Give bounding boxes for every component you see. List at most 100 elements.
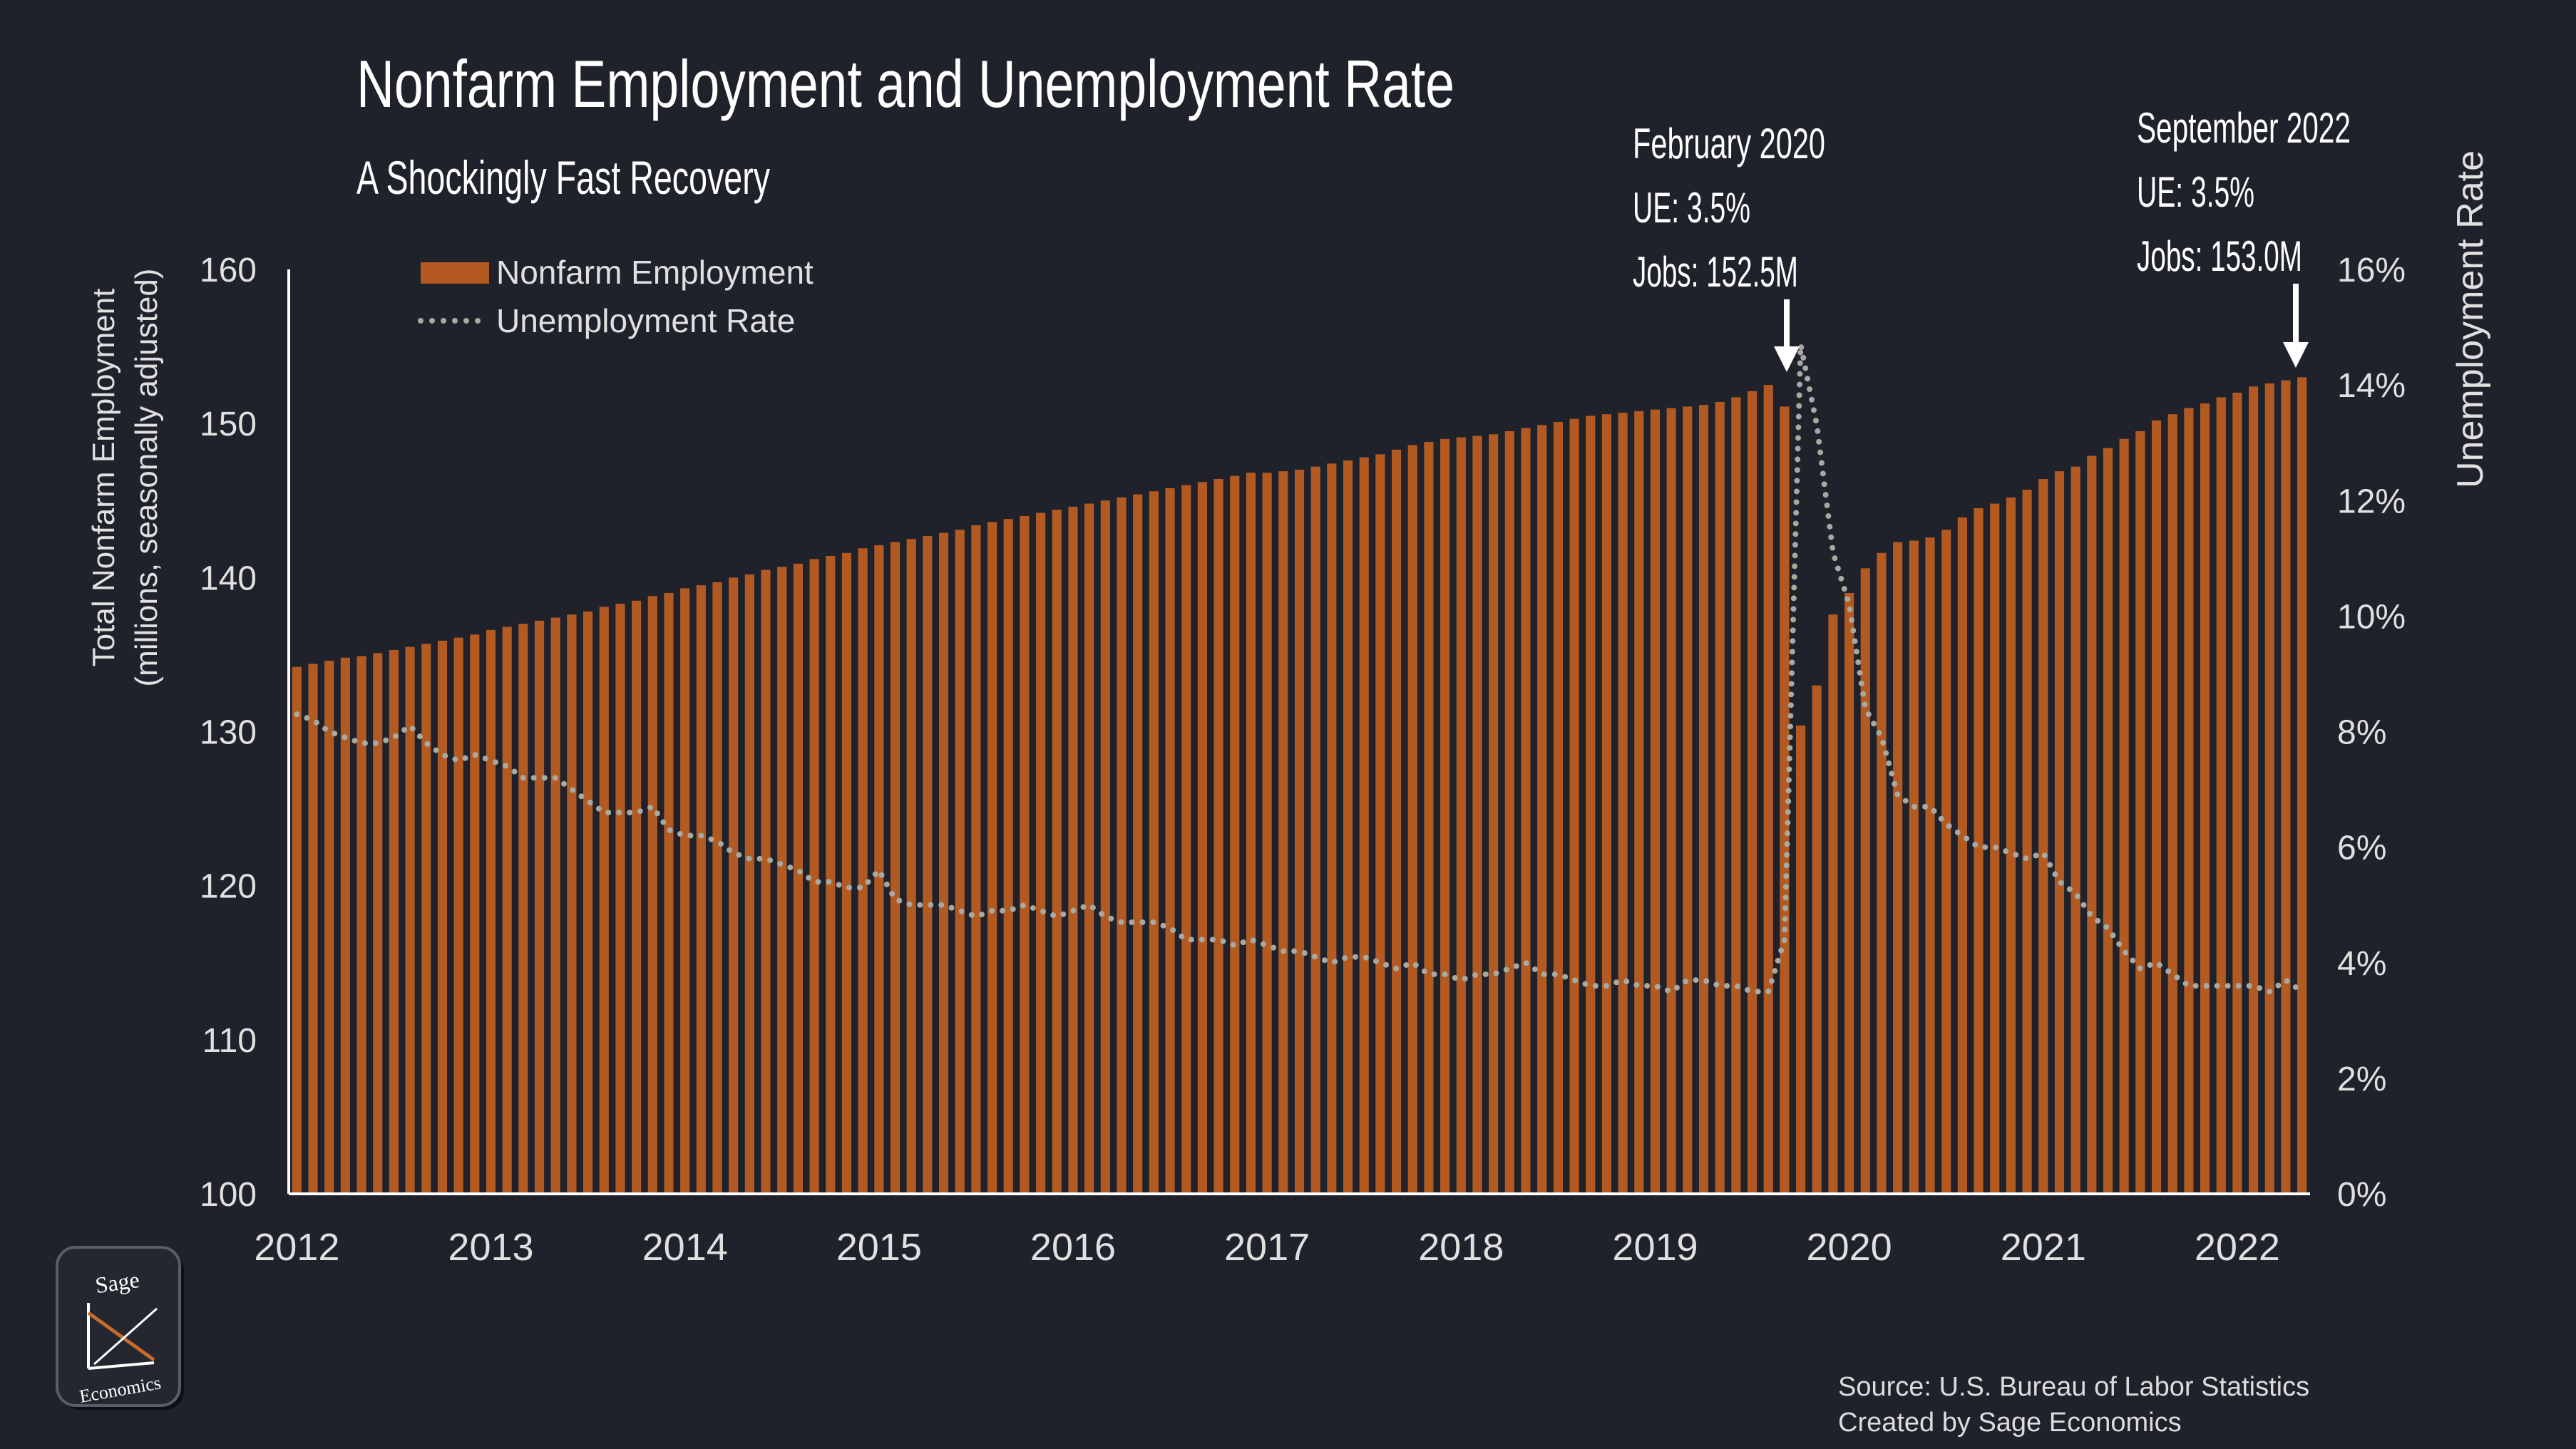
bar: [518, 624, 528, 1194]
bar: [2119, 438, 2129, 1194]
y-tick-right-label: 6%: [2337, 830, 2386, 867]
bar: [1634, 411, 1644, 1194]
annotations: February 2020 UE: 3.5% Jobs: 152.5M Sept…: [1633, 104, 2351, 372]
bar: [1310, 466, 1320, 1194]
y-ticks-right: 0% 2% 4% 6% 8% 10% 12% 14% 16%: [2337, 252, 2406, 1214]
bar: [1553, 422, 1563, 1194]
bar: [1812, 685, 1822, 1194]
bar: [1860, 568, 1870, 1194]
x-tick-label: 2017: [1224, 1226, 1310, 1269]
bar: [2054, 471, 2065, 1194]
bar: [1666, 408, 1676, 1194]
bar: [2264, 383, 2274, 1195]
bar: [1974, 508, 1984, 1194]
bar: [1359, 457, 1369, 1194]
bar: [712, 582, 722, 1194]
x-tick-label: 2016: [1030, 1226, 1116, 1269]
bar: [292, 666, 302, 1194]
bar: [841, 552, 852, 1194]
bar: [1569, 418, 1579, 1195]
bar: [340, 657, 350, 1194]
bar: [729, 577, 739, 1194]
y-axis-left-sublabel: (millions, seasonally adjusted): [129, 269, 164, 687]
bar: [2184, 408, 2194, 1194]
bar: [1068, 506, 1078, 1194]
bar: [1165, 488, 1175, 1194]
x-tick-label: 2012: [254, 1226, 339, 1269]
bar: [2103, 448, 2113, 1194]
x-tick-label: 2014: [642, 1226, 728, 1269]
bar: [2151, 420, 2162, 1194]
bar: [987, 522, 997, 1194]
legend-label-employment: Nonfarm Employment: [496, 254, 814, 291]
bar: [502, 626, 512, 1194]
bar: [1213, 478, 1223, 1194]
bar: [1828, 614, 1838, 1194]
legend-swatch-employment: [421, 262, 489, 284]
x-tick-label: 2020: [1807, 1226, 1892, 1269]
bar: [680, 588, 690, 1194]
bar: [1294, 470, 1305, 1194]
annotation-sep-2022: September 2022 UE: 3.5% Jobs: 153.0M: [2137, 104, 2351, 368]
bar: [2070, 466, 2080, 1194]
bar: [874, 545, 884, 1194]
bar: [1877, 552, 1887, 1194]
annotation-feb-2020-line3: Jobs: 152.5M: [1633, 248, 1798, 296]
bar: [955, 530, 965, 1194]
arrow-down-icon: [1774, 299, 1800, 372]
bar: [550, 617, 560, 1194]
y-tick-left-label: 150: [200, 406, 257, 443]
bar: [1731, 397, 1741, 1195]
bar: [1521, 428, 1531, 1194]
sage-economics-logo: Sage Economics: [56, 1246, 184, 1410]
bar: [1747, 391, 1757, 1194]
bar: [308, 664, 318, 1194]
bar: [1036, 512, 1046, 1194]
bar: [890, 542, 900, 1194]
bar: [1084, 503, 1094, 1194]
y-tick-right-label: 8%: [2337, 714, 2386, 752]
y-tick-right-label: 12%: [2337, 483, 2406, 520]
annotation-feb-2020-line2: UE: 3.5%: [1633, 184, 1750, 232]
arrow-down-icon: [2283, 284, 2309, 368]
bar: [1100, 500, 1110, 1194]
bar-series: [292, 377, 2307, 1195]
x-tick-label: 2022: [2195, 1226, 2280, 1269]
bar: [1052, 510, 1062, 1194]
bar: [647, 596, 657, 1194]
bar: [923, 535, 933, 1194]
y-tick-left-label: 120: [200, 868, 257, 906]
bar: [1618, 413, 1628, 1194]
bar: [744, 574, 754, 1194]
bar: [809, 559, 819, 1194]
bar: [1909, 540, 1919, 1194]
bar: [2167, 414, 2177, 1195]
bar: [2232, 392, 2242, 1195]
bar: [373, 653, 383, 1194]
bar: [906, 539, 916, 1194]
bar: [421, 644, 431, 1194]
bar: [567, 614, 577, 1194]
x-tick-label: 2019: [1612, 1226, 1698, 1269]
bar: [405, 646, 415, 1194]
y-tick-left-label: 110: [202, 1022, 257, 1060]
bar: [793, 563, 803, 1194]
annotation-feb-2020: February 2020 UE: 3.5% Jobs: 152.5M: [1633, 120, 1825, 372]
annotation-feb-2020-line1: February 2020: [1633, 120, 1825, 167]
bar: [1698, 405, 1709, 1194]
y-tick-left-label: 140: [200, 560, 257, 597]
bar: [1715, 401, 1725, 1194]
bar: [1586, 416, 1596, 1194]
bar: [1197, 482, 1207, 1194]
bar: [696, 585, 706, 1194]
y-tick-left-label: 130: [200, 714, 257, 752]
bar: [324, 661, 334, 1194]
bar: [1117, 497, 1127, 1194]
source-text: Source: U.S. Bureau of Labor Statistics: [1838, 1372, 2309, 1402]
bar: [1780, 406, 1790, 1194]
bar: [1941, 530, 1951, 1194]
bar: [1262, 473, 1272, 1194]
chart-subtitle: A Shockingly Fast Recovery: [356, 151, 770, 204]
y-tick-right-label: 0%: [2337, 1176, 2386, 1214]
bar: [858, 548, 868, 1194]
